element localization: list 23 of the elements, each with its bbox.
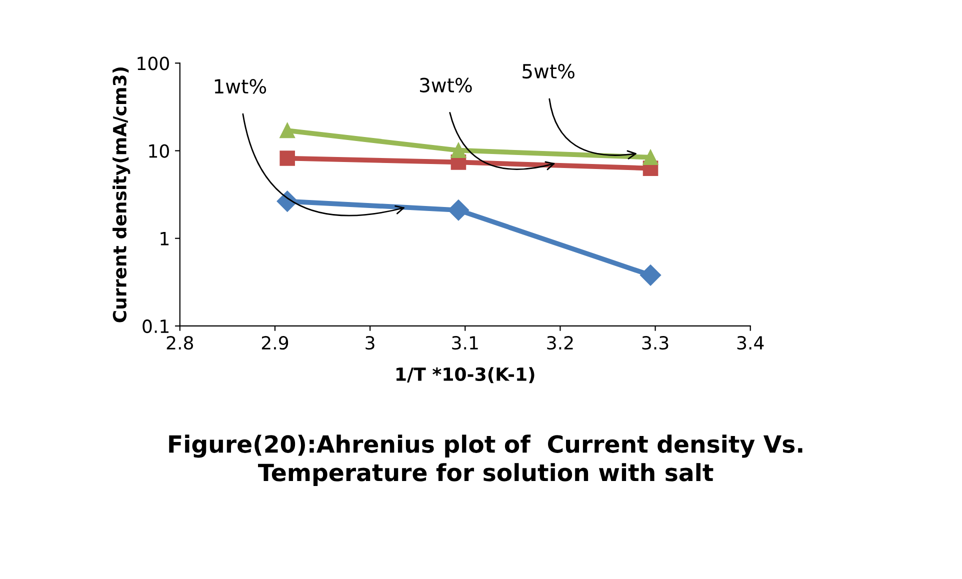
point bbox=[450, 142, 466, 158]
y-axis-title: Current density(mA/cm3) bbox=[112, 67, 130, 322]
x-tick-label: 3.1 bbox=[452, 336, 478, 350]
x-tick-label: 3.2 bbox=[547, 336, 573, 350]
y-tick-label: 100 bbox=[138, 56, 169, 70]
x-axis-title: 1/T *10-3(K-1) bbox=[396, 367, 534, 384]
y-tick-label: 0.1 bbox=[142, 319, 169, 334]
y-tick-label: 1 bbox=[160, 232, 169, 246]
annotation: 1wt% bbox=[214, 78, 266, 94]
y-tick-label: 10 bbox=[149, 144, 169, 158]
point bbox=[448, 200, 469, 221]
x-tick-label: 3.4 bbox=[737, 336, 764, 350]
annotation: 5wt% bbox=[522, 64, 574, 79]
x-tick-label: 3 bbox=[366, 336, 374, 350]
x-tick-label: 2.9 bbox=[262, 336, 288, 350]
point bbox=[280, 150, 295, 166]
x-tick-label: 3.3 bbox=[642, 336, 668, 350]
text: Figure(20):Ahrenius plot of Current density Vs. Temperature for solution with salt bbox=[169, 434, 802, 486]
point bbox=[642, 150, 658, 166]
point bbox=[640, 264, 662, 286]
annotation: 3wt% bbox=[420, 78, 472, 92]
x-tick-label: 2.8 bbox=[166, 336, 194, 350]
point bbox=[280, 122, 295, 138]
